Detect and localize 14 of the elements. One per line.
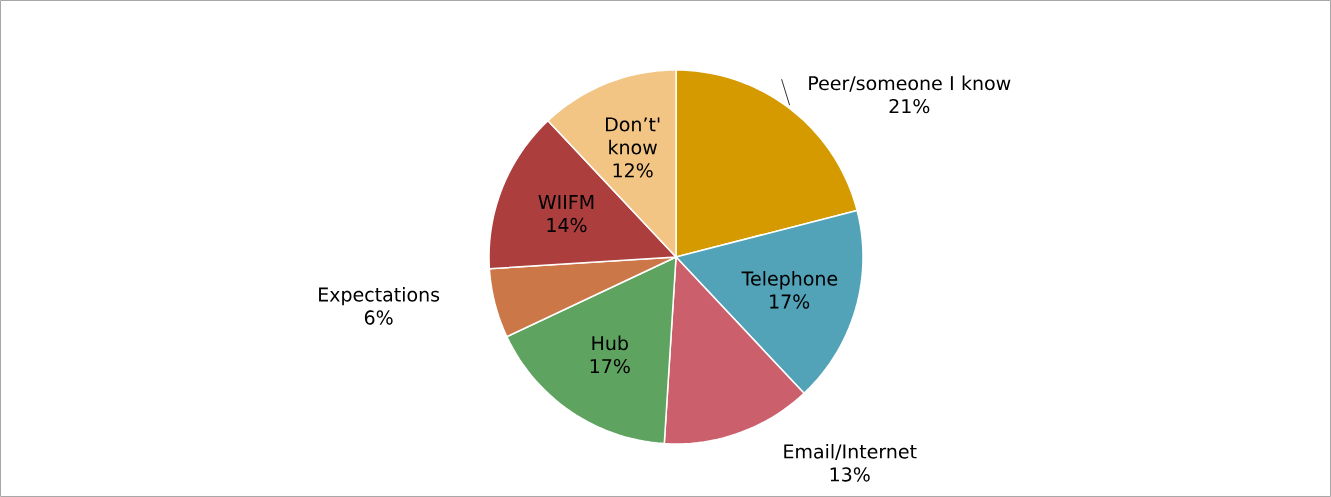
slice-label: Email/Internet xyxy=(784,443,917,461)
data-label: 21% xyxy=(889,98,930,114)
slice-label: WIIFM xyxy=(538,195,594,209)
data-label: 13% xyxy=(830,467,870,482)
slice-label: Expectations xyxy=(319,286,440,306)
slice-label: Telephone xyxy=(741,271,838,290)
data-label: 14% xyxy=(547,217,587,233)
data-label: 6% xyxy=(364,310,393,325)
data-label: 17% xyxy=(770,294,810,309)
slice-label: Peer/someone I know xyxy=(809,75,1011,92)
slice-label: Don’t' know xyxy=(606,117,660,155)
slice-label: Hub xyxy=(592,335,628,351)
data-label: 12% xyxy=(613,163,653,178)
data-label: 17% xyxy=(590,358,630,374)
